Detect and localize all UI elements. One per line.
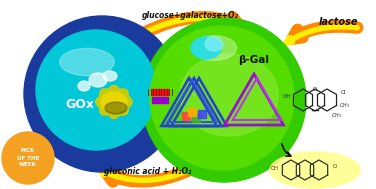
Ellipse shape	[110, 89, 128, 107]
Ellipse shape	[270, 152, 360, 188]
Ellipse shape	[180, 54, 278, 136]
Circle shape	[142, 18, 306, 182]
FancyArrowPatch shape	[287, 27, 357, 43]
FancyArrowPatch shape	[100, 169, 191, 180]
Ellipse shape	[78, 81, 90, 91]
Text: glucose+galactose+O₂: glucose+galactose+O₂	[141, 11, 238, 19]
Bar	[188, 108, 196, 116]
Bar	[192, 114, 200, 122]
Text: O: O	[313, 87, 317, 92]
FancyArrowPatch shape	[144, 17, 239, 33]
Text: PICK
OF THE
WEEK: PICK OF THE WEEK	[17, 149, 39, 167]
FancyArrowPatch shape	[107, 169, 191, 181]
Ellipse shape	[205, 37, 223, 51]
Ellipse shape	[110, 95, 132, 109]
Circle shape	[150, 26, 294, 170]
Text: β-Gal: β-Gal	[238, 55, 269, 65]
Ellipse shape	[110, 97, 128, 115]
Ellipse shape	[103, 71, 117, 81]
Ellipse shape	[191, 37, 221, 59]
Text: lactose: lactose	[318, 17, 358, 27]
Text: O: O	[333, 164, 337, 170]
Text: $\mathit{CH_3}$: $\mathit{CH_3}$	[331, 112, 342, 120]
Text: OH: OH	[271, 166, 279, 170]
Ellipse shape	[100, 97, 118, 115]
Bar	[198, 110, 206, 118]
FancyArrowPatch shape	[144, 18, 246, 33]
Text: GOx: GOx	[65, 98, 94, 111]
Ellipse shape	[105, 102, 127, 114]
Ellipse shape	[107, 97, 121, 119]
Circle shape	[36, 30, 156, 150]
Ellipse shape	[89, 73, 107, 87]
Bar	[152, 97, 168, 103]
FancyArrowPatch shape	[293, 26, 357, 39]
Ellipse shape	[191, 36, 237, 60]
Bar	[152, 89, 168, 95]
Ellipse shape	[107, 85, 121, 107]
Text: OH: OH	[283, 94, 291, 98]
FancyArrowPatch shape	[282, 144, 291, 156]
Text: $\mathit{CH_3}$: $\mathit{CH_3}$	[339, 101, 350, 110]
Text: Cl: Cl	[341, 90, 346, 94]
Bar	[182, 112, 190, 120]
Text: gluconic acid + H₂O₂: gluconic acid + H₂O₂	[104, 167, 192, 177]
Circle shape	[2, 132, 54, 184]
Ellipse shape	[100, 89, 118, 107]
Circle shape	[24, 16, 180, 172]
Ellipse shape	[101, 92, 127, 112]
Ellipse shape	[60, 48, 114, 76]
Ellipse shape	[96, 95, 118, 109]
